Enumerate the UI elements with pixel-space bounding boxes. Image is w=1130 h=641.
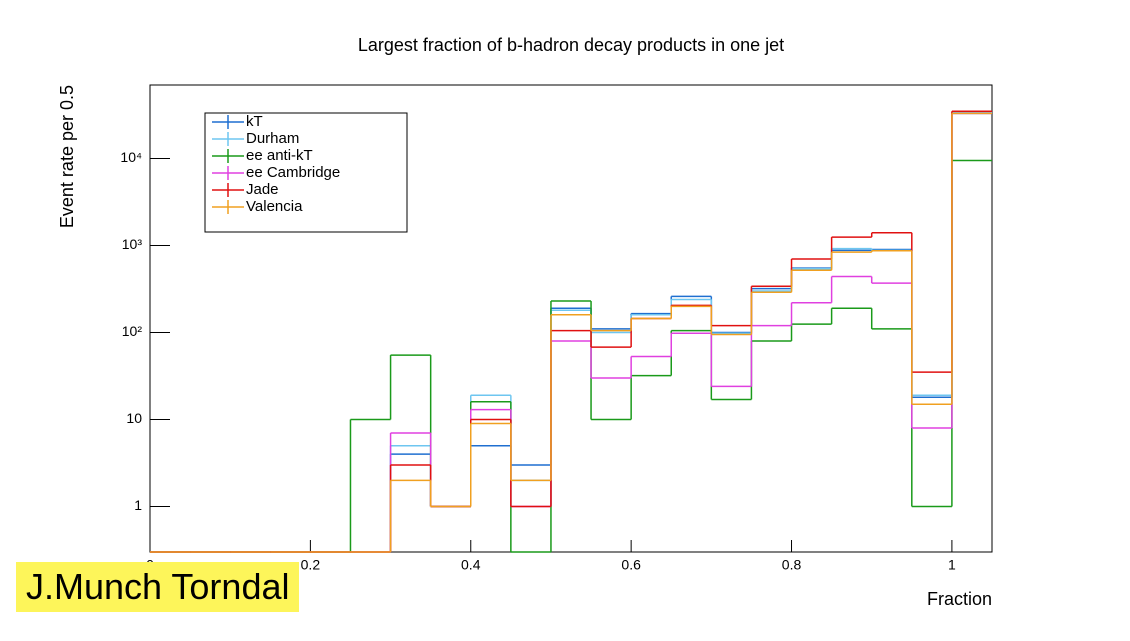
- legend-label: Valencia: [246, 198, 303, 215]
- chart-title: Largest fraction of b-hadron decay produ…: [358, 35, 784, 55]
- y-tick-label: 10³: [122, 236, 143, 252]
- x-tick-label: 0.8: [782, 557, 802, 573]
- x-tick-label: 0.2: [301, 557, 321, 573]
- legend-label: ee anti-kT: [246, 147, 313, 164]
- legend-label: ee Cambridge: [246, 164, 340, 181]
- x-axis-label: Fraction: [927, 589, 992, 609]
- legend-label: Jade: [246, 181, 279, 198]
- legend-label: kT: [246, 113, 263, 130]
- watermark: J.Munch Torndal: [16, 562, 300, 612]
- x-tick-label: 0.4: [461, 557, 481, 573]
- legend-label: Durham: [246, 130, 299, 147]
- y-tick-label: 10²: [122, 323, 143, 339]
- plot-frame: [149, 84, 993, 553]
- y-tick-label: 10⁴: [120, 149, 142, 165]
- x-tick-label: 0.6: [621, 557, 641, 573]
- y-tick-label: 1: [134, 497, 142, 513]
- x-tick-label: 1: [948, 557, 956, 573]
- y-axis-label: Event rate per 0.5: [57, 85, 77, 228]
- y-tick-label: 10: [126, 410, 142, 426]
